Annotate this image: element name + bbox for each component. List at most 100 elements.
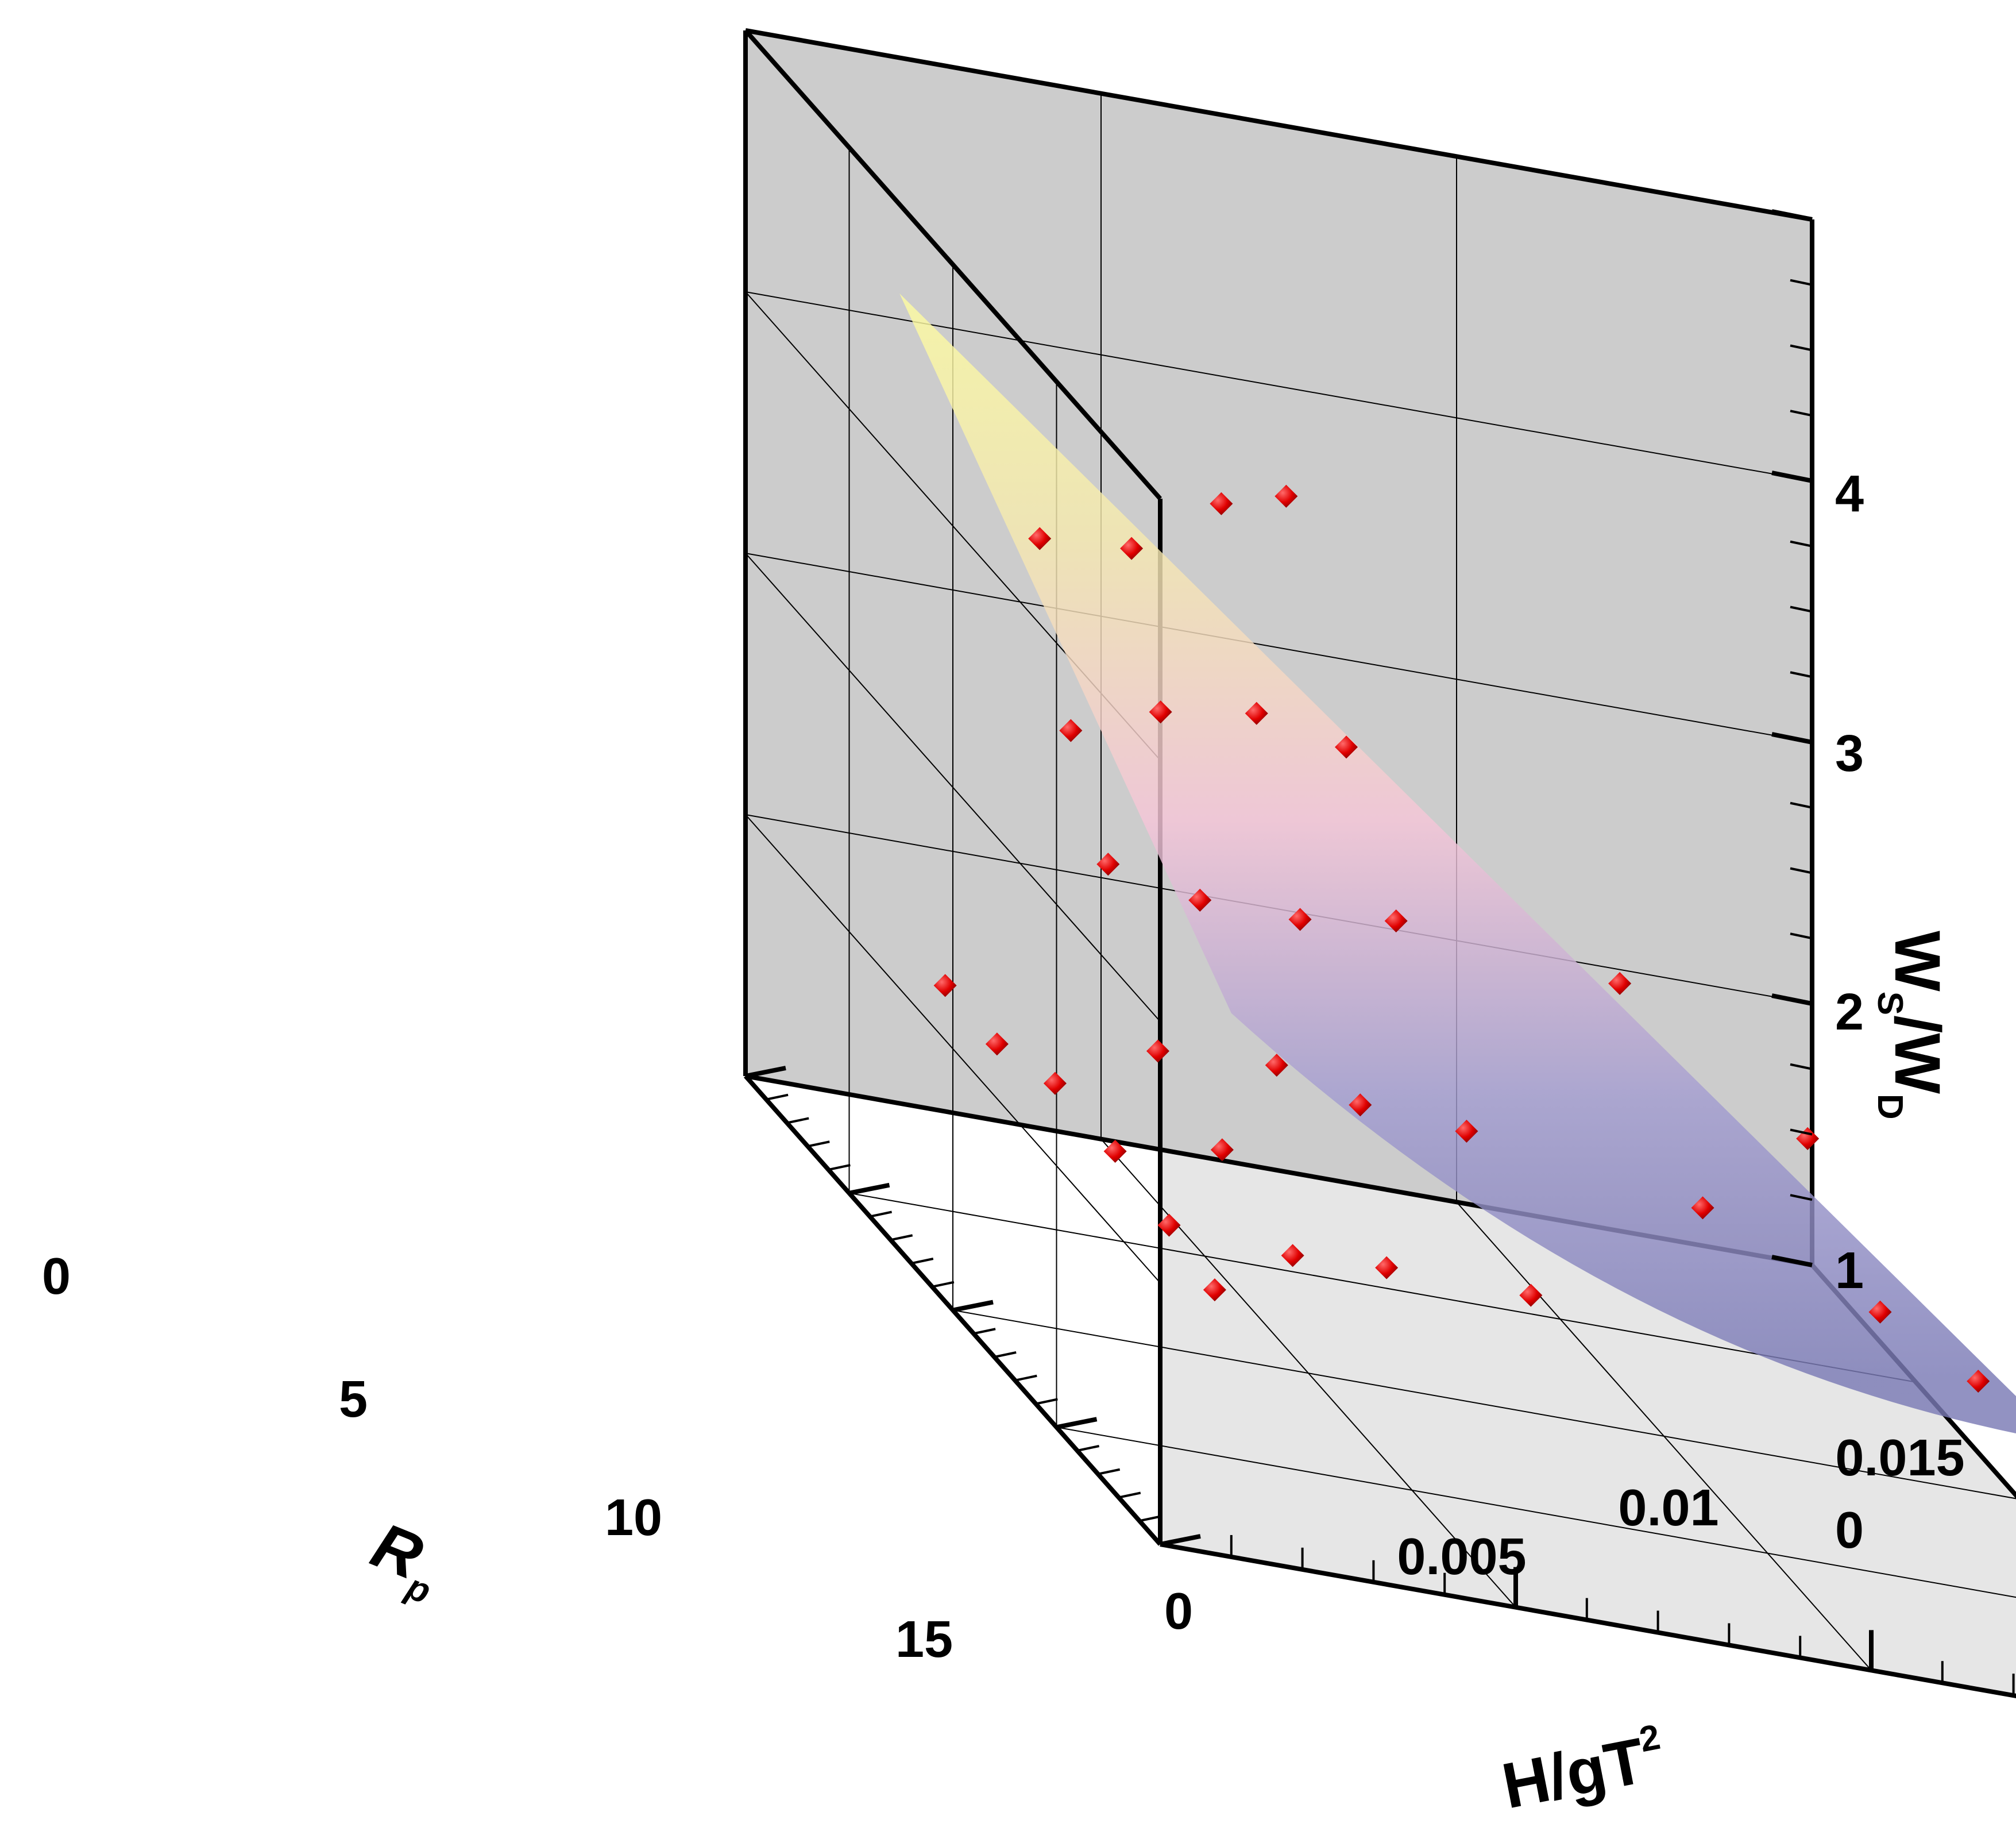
z-minor-tick <box>1790 867 1813 874</box>
z-minor-tick <box>1790 1194 1813 1201</box>
data-point <box>1096 853 1120 876</box>
y-minor-tick <box>1077 1445 1100 1452</box>
frame-edge <box>1160 1542 2016 1699</box>
y-major-tick <box>952 1300 994 1313</box>
leftwall-gridline <box>745 814 1161 1283</box>
z-tick-label: 0 <box>1835 1502 1864 1559</box>
y-minor-tick <box>1098 1468 1121 1475</box>
x-tick-label: 0.005 <box>1397 1528 1526 1586</box>
y-minor-tick <box>890 1234 913 1242</box>
floor-gridline <box>1056 1427 2016 1598</box>
surface-patch <box>899 293 2016 1434</box>
z-tick-label: 3 <box>1835 725 1864 782</box>
y-minor-tick <box>911 1258 934 1264</box>
z-major-tick <box>1771 209 1813 222</box>
y-tick-label: 0 <box>42 1248 71 1305</box>
y-tick-label: 5 <box>339 1371 368 1428</box>
y-minor-tick <box>828 1164 851 1171</box>
y-major-tick <box>848 1182 890 1196</box>
frame-edge <box>744 29 1162 500</box>
z-major-tick <box>1771 993 1813 1006</box>
z-major-tick <box>1771 1255 1813 1267</box>
y-minor-tick <box>870 1210 893 1218</box>
data-point <box>1335 735 1358 759</box>
data-point <box>1210 492 1233 515</box>
data-point <box>1210 1138 1234 1162</box>
y-axis-tick-labels: 0 5 10 15 <box>42 1248 953 1668</box>
z-minor-tick <box>1790 1063 1813 1070</box>
data-point <box>1375 1256 1399 1279</box>
z-minor-tick <box>1790 932 1813 940</box>
data-point <box>1275 484 1298 508</box>
leftwall-gridline <box>745 553 1161 1022</box>
data-point <box>1157 1213 1181 1237</box>
z-minor-tick <box>1790 540 1813 548</box>
z-tick-label: 4 <box>1835 465 1864 523</box>
data-point <box>1043 1071 1067 1095</box>
z-minor-tick <box>1790 279 1813 286</box>
y-minor-tick <box>766 1093 789 1101</box>
y-major-tick <box>745 1066 786 1078</box>
z-minor-tick <box>1790 606 1813 613</box>
frame-edge <box>745 28 1813 222</box>
y-minor-tick <box>1139 1515 1162 1522</box>
fitted-surface <box>899 293 2016 1434</box>
y-minor-tick <box>1118 1491 1141 1499</box>
data-point <box>1967 1370 1990 1393</box>
z-minor-tick <box>1790 344 1813 352</box>
z-axis-tick-labels: 0 1 2 3 4 <box>1835 465 1864 1559</box>
floor-gridline <box>952 1309 2016 1499</box>
x-axis-title: H/gT2 <box>1496 1717 1670 1822</box>
y-minor-tick <box>807 1140 830 1148</box>
data-point <box>1149 700 1172 724</box>
data-point <box>1146 1039 1169 1063</box>
x-axis-tick-labels: 0 0.005 0.01 0.015 <box>1164 1429 1965 1640</box>
z-major-tick <box>1771 471 1813 483</box>
y-axis-title: Rp <box>358 1509 453 1611</box>
z-minor-tick <box>1790 410 1813 417</box>
x-tick-label: 0.01 <box>1618 1479 1718 1537</box>
y-tick-label: 10 <box>605 1489 662 1547</box>
data-point <box>1608 971 1632 995</box>
y-minor-tick <box>932 1281 955 1288</box>
data-point <box>1384 909 1408 932</box>
y-minor-tick <box>1014 1374 1037 1382</box>
data-point <box>1868 1300 1892 1324</box>
data-point <box>1120 537 1144 560</box>
z-minor-tick <box>1790 801 1813 809</box>
z-major-tick <box>1771 732 1813 745</box>
y-minor-tick <box>1035 1398 1058 1405</box>
z-tick-label: 2 <box>1835 984 1864 1041</box>
z-minor-tick <box>1790 671 1813 678</box>
backwall-gridline <box>745 553 1813 743</box>
y-minor-tick <box>786 1117 809 1124</box>
x-tick-label: 0.015 <box>1835 1429 1964 1487</box>
data-point <box>1288 908 1312 931</box>
floor-gridline <box>849 1192 1916 1383</box>
data-point <box>933 974 957 997</box>
data-point <box>1265 1054 1288 1077</box>
data-point <box>1059 719 1083 742</box>
data-point <box>1281 1244 1304 1267</box>
data-point <box>1203 1278 1226 1302</box>
z-tick-label: 1 <box>1835 1242 1864 1300</box>
z-minor-tick <box>1790 1128 1813 1136</box>
y-tick-label: 15 <box>895 1611 953 1668</box>
data-point <box>1455 1120 1478 1143</box>
y-minor-tick <box>994 1351 1017 1358</box>
y-minor-tick <box>973 1328 996 1335</box>
y-major-tick <box>1056 1417 1098 1430</box>
axis-ticks <box>745 209 2015 1696</box>
data-point <box>985 1032 1009 1056</box>
data-point <box>1188 888 1212 912</box>
data-point <box>1519 1283 1543 1307</box>
z-axis-title: WS/WD <box>1870 931 1953 1120</box>
data-point <box>1028 527 1052 550</box>
y-major-tick <box>1160 1534 1201 1547</box>
data-point <box>1691 1196 1714 1220</box>
x-tick-label: 0 <box>1164 1583 1193 1640</box>
data-point <box>1103 1139 1127 1163</box>
data-point <box>1349 1093 1372 1117</box>
data-point <box>1245 701 1268 725</box>
